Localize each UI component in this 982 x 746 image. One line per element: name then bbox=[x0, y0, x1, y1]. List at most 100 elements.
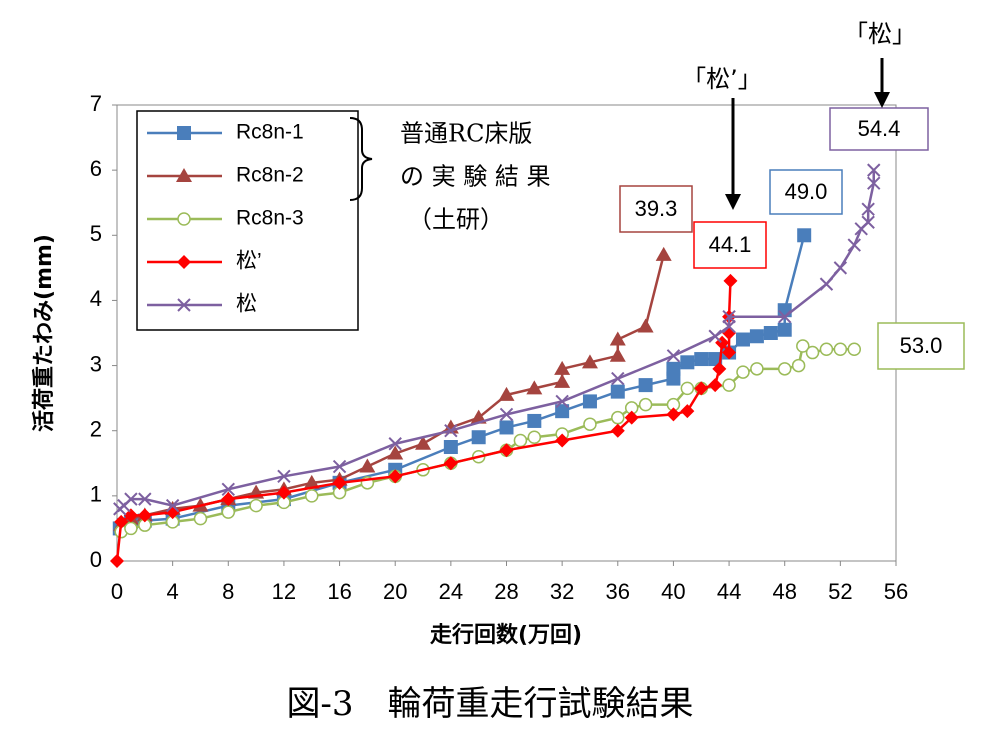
marker bbox=[861, 202, 875, 216]
marker bbox=[249, 498, 263, 513]
marker bbox=[638, 397, 653, 412]
x-axis-label: 走行回数(万回) bbox=[430, 622, 582, 648]
group-label: （土研） bbox=[408, 206, 504, 234]
x-tick-label: 48 bbox=[772, 579, 796, 604]
callout-label: 49.0 bbox=[785, 179, 828, 204]
x-tick-label: 36 bbox=[606, 579, 630, 604]
marker bbox=[778, 310, 792, 324]
legend-label: Rc8n-3 bbox=[236, 207, 304, 230]
marker bbox=[867, 163, 881, 177]
marker bbox=[305, 489, 319, 503]
callout-label: 54.4 bbox=[858, 116, 901, 141]
marker bbox=[749, 329, 764, 344]
callout-box bbox=[693, 221, 767, 269]
arrow-label: 「松’」 bbox=[682, 65, 762, 93]
marker bbox=[138, 492, 152, 506]
marker bbox=[637, 318, 654, 333]
marker bbox=[177, 212, 191, 226]
marker bbox=[680, 355, 695, 370]
marker bbox=[777, 362, 792, 376]
legend-box bbox=[136, 110, 359, 331]
marker bbox=[124, 521, 138, 536]
callout-box bbox=[769, 169, 843, 215]
marker bbox=[499, 407, 514, 422]
marker bbox=[777, 322, 792, 337]
marker bbox=[638, 378, 653, 393]
marker bbox=[867, 176, 881, 190]
x-tick-label: 4 bbox=[167, 579, 179, 604]
marker bbox=[165, 498, 180, 513]
marker bbox=[110, 554, 124, 568]
marker bbox=[443, 456, 458, 471]
x-tick-label: 40 bbox=[661, 579, 685, 604]
x-tick-label: 20 bbox=[383, 579, 407, 604]
marker bbox=[583, 417, 597, 431]
marker bbox=[555, 433, 570, 448]
y-tick-label: 7 bbox=[90, 91, 102, 116]
marker bbox=[833, 342, 848, 357]
x-tick-label: 56 bbox=[884, 579, 908, 604]
y-tick-label: 1 bbox=[90, 482, 102, 507]
marker bbox=[114, 514, 129, 529]
marker bbox=[722, 310, 736, 324]
marker bbox=[388, 469, 403, 484]
arrow-head bbox=[725, 194, 741, 210]
marker bbox=[177, 126, 191, 140]
marker bbox=[712, 361, 727, 376]
y-axis-label: 活荷重たわみ(mm) bbox=[32, 234, 57, 432]
marker bbox=[722, 345, 737, 360]
marker bbox=[137, 508, 152, 523]
marker bbox=[221, 492, 236, 507]
marker bbox=[555, 404, 570, 419]
x-tick-label: 12 bbox=[272, 579, 296, 604]
group-label: 普通RC床版 bbox=[400, 120, 532, 148]
marker bbox=[415, 435, 432, 450]
legend-label: 松 bbox=[236, 293, 257, 316]
marker bbox=[176, 168, 192, 182]
x-tick-label: 52 bbox=[828, 579, 852, 604]
marker bbox=[276, 485, 291, 500]
y-tick-label: 2 bbox=[90, 417, 102, 442]
marker bbox=[554, 373, 571, 388]
y-tick-label: 4 bbox=[90, 286, 102, 311]
marker bbox=[444, 424, 458, 438]
marker bbox=[581, 354, 598, 369]
y-tick-label: 5 bbox=[90, 221, 102, 246]
marker bbox=[221, 482, 235, 497]
marker bbox=[847, 342, 862, 357]
marker bbox=[722, 319, 736, 334]
marker bbox=[694, 381, 709, 396]
marker bbox=[655, 246, 672, 261]
y-tick-label: 6 bbox=[90, 156, 102, 181]
marker bbox=[332, 459, 347, 474]
marker bbox=[819, 342, 834, 357]
marker bbox=[609, 331, 626, 346]
x-tick-label: 16 bbox=[327, 579, 351, 604]
legend-label: Rc8n-2 bbox=[236, 164, 304, 187]
marker bbox=[708, 329, 722, 343]
marker bbox=[555, 394, 569, 409]
marker bbox=[708, 378, 723, 393]
marker bbox=[666, 407, 681, 422]
marker bbox=[499, 420, 514, 435]
legend-label: 松’ bbox=[236, 250, 262, 273]
callout-label: 53.0 bbox=[900, 333, 943, 358]
marker bbox=[513, 433, 528, 448]
marker bbox=[694, 352, 709, 367]
marker bbox=[791, 358, 806, 373]
marker bbox=[359, 458, 376, 473]
marker bbox=[526, 380, 543, 395]
marker bbox=[833, 261, 848, 275]
marker bbox=[796, 339, 810, 353]
marker bbox=[388, 437, 402, 451]
marker bbox=[680, 404, 695, 419]
marker bbox=[624, 410, 639, 425]
y-tick-label: 0 bbox=[90, 547, 102, 572]
marker bbox=[750, 362, 764, 376]
marker bbox=[554, 360, 571, 375]
marker bbox=[499, 443, 514, 458]
marker bbox=[777, 303, 792, 318]
marker bbox=[763, 326, 778, 340]
marker bbox=[861, 215, 875, 229]
